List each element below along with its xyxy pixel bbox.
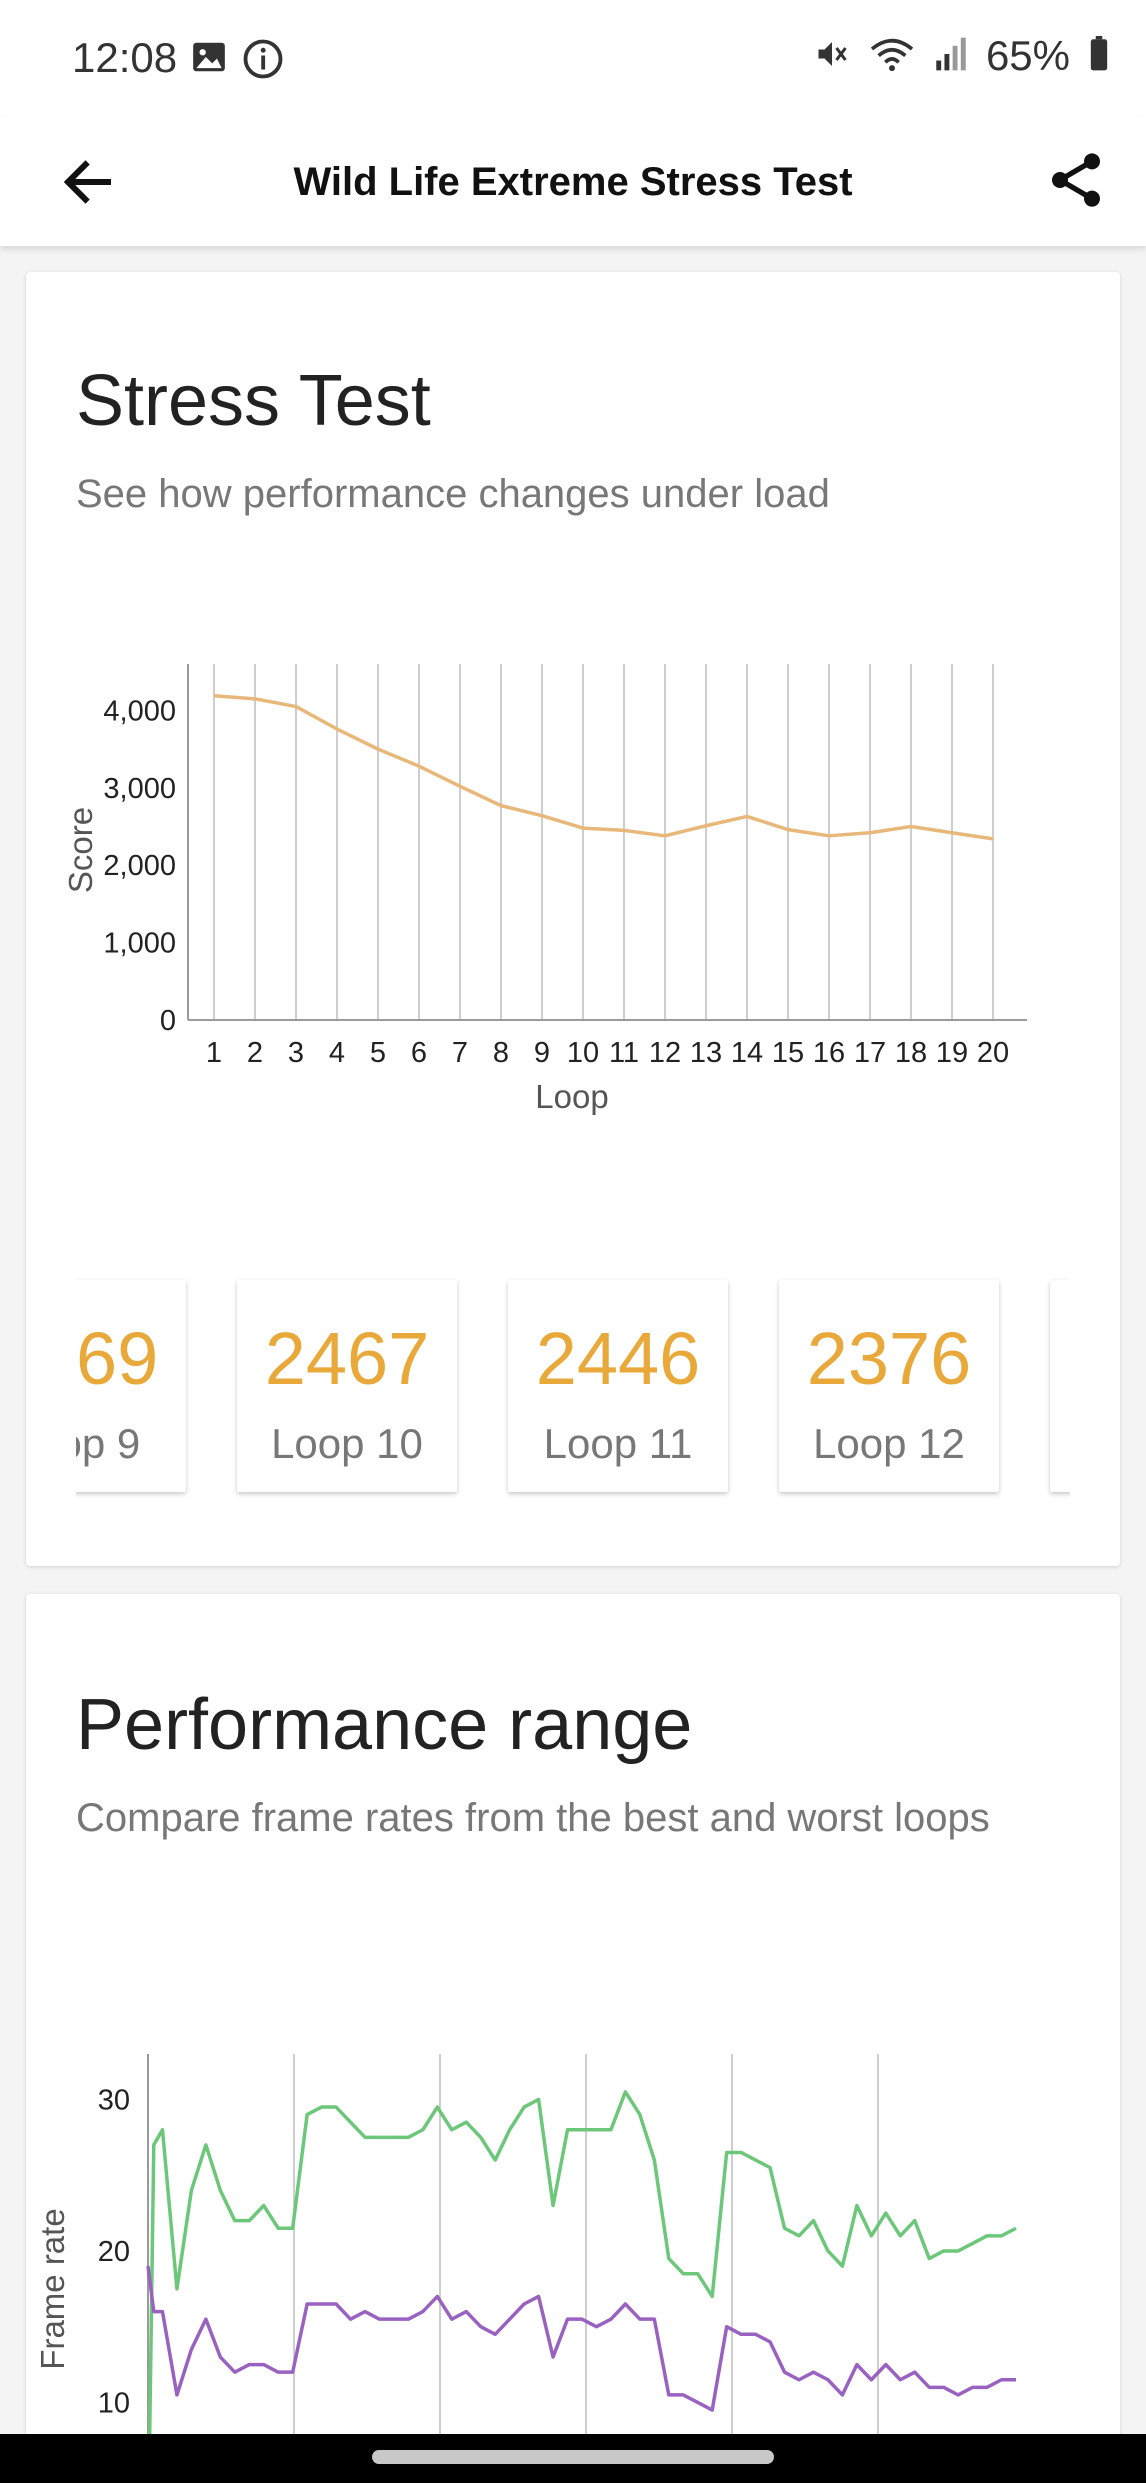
stress-test-card: Stress Test See how performance changes … <box>26 272 1120 1566</box>
arrow-left-icon <box>63 160 111 204</box>
frame-rate-chart-y-axis-label: Frame rate <box>34 2208 71 2369</box>
score-chart-x-tick-label: 15 <box>772 1037 804 1069</box>
score-chart-y-axis-label: Score <box>62 807 99 893</box>
share-button[interactable] <box>1036 140 1116 220</box>
score-chart-x-tick-label: 17 <box>854 1037 886 1069</box>
loop-tile[interactable]: 2569 Loop 9 <box>76 1280 186 1492</box>
loop-tile-score: 2493 <box>1050 1316 1070 1401</box>
performance-range-title: Performance range <box>76 1685 693 1765</box>
loop-tile[interactable]: 2467 Loop 10 <box>237 1280 457 1492</box>
score-chart-x-tick-label: 6 <box>411 1037 427 1069</box>
stress-test-title: Stress Test <box>76 361 431 441</box>
status-time: 12:08 <box>72 34 178 81</box>
frame-rate-chart: 10 20 30 Frame rate <box>34 2054 1017 2483</box>
loop-tile[interactable]: 2446 Loop 11 <box>508 1280 728 1492</box>
score-chart-x-tick-label: 19 <box>936 1037 968 1069</box>
frame-rate-chart-y-tick-label: 30 <box>98 2084 130 2116</box>
home-handle[interactable] <box>372 2450 774 2464</box>
wifi-icon <box>868 34 916 79</box>
score-chart-x-tick-label: 1 <box>206 1037 222 1069</box>
score-chart-x-tick-label: 8 <box>493 1037 509 1069</box>
image-icon <box>190 38 228 85</box>
frame-rate-chart-y-tick-label: 10 <box>98 2387 130 2419</box>
mute-icon <box>814 35 850 78</box>
loop-tile-score: 2376 <box>806 1317 972 1400</box>
score-chart-x-tick-label: 10 <box>567 1037 599 1069</box>
score-chart-x-tick-label: 7 <box>452 1037 468 1069</box>
loop-tile-label: Loop 11 <box>543 1420 693 1467</box>
info-icon <box>242 38 284 85</box>
loop-tile-label: Loop 9 <box>76 1420 141 1467</box>
loop-tile-label: Loop 12 <box>813 1420 965 1467</box>
battery-icon <box>1088 35 1110 77</box>
score-chart-x-tick-label: 13 <box>690 1037 722 1069</box>
status-bar: 12:08 65% <box>0 0 1146 118</box>
score-chart-x-tick-label: 11 <box>609 1037 639 1069</box>
frame-rate-chart-y-tick-label: 20 <box>98 2236 130 2268</box>
score-series-line <box>213 693 994 841</box>
signal-icon <box>934 36 968 77</box>
score-chart-x-tick-label: 2 <box>247 1037 263 1069</box>
loop-tile-label: Loop 13 <box>1050 1420 1070 1468</box>
score-chart-x-tick-label: 5 <box>370 1037 386 1069</box>
score-chart-x-tick-label: 16 <box>813 1037 845 1069</box>
loop-tile-score: 2446 <box>535 1317 701 1400</box>
loop-tile-score: 2467 <box>264 1317 430 1400</box>
gesture-nav-bar <box>0 2434 1146 2483</box>
score-chart-y-tick-label: 0 <box>160 1005 176 1037</box>
worst-loop-series-line <box>146 2265 1016 2412</box>
status-icons-right: 65% <box>814 32 1110 80</box>
status-icons-left <box>190 38 284 85</box>
score-chart-y-tick-label: 3,000 <box>103 773 176 805</box>
score-chart-x-tick-label: 3 <box>288 1037 304 1069</box>
score-chart-x-axis-label: Loop <box>535 1078 608 1115</box>
score-chart-x-tick-label: 4 <box>329 1037 345 1069</box>
score-chart-x-tick-label: 18 <box>895 1037 927 1069</box>
loop-tile-label: Loop 10 <box>271 1420 423 1467</box>
score-chart-x-tick-label: 9 <box>534 1037 550 1069</box>
best-loop-series-line <box>147 2090 1017 2483</box>
performance-range-card: Performance range Compare frame rates fr… <box>26 1594 1120 2483</box>
loop-tile[interactable]: 2493 Loop 13 <box>1050 1280 1070 1492</box>
score-chart-y-tick-label: 2,000 <box>103 850 176 882</box>
score-chart-x-tick-label: 20 <box>977 1037 1009 1069</box>
page-title: Wild Life Extreme Stress Test <box>293 160 853 204</box>
app-bar: Wild Life Extreme Stress Test <box>0 118 1146 246</box>
performance-range-subtitle: Compare frame rates from the best and wo… <box>76 1796 990 1840</box>
stress-test-subtitle: See how performance changes under load <box>76 472 830 516</box>
back-button[interactable] <box>48 142 128 222</box>
loop-tile-score: 2569 <box>76 1317 159 1400</box>
score-chart-y-tick-label: 1,000 <box>103 928 176 960</box>
share-icon <box>1052 153 1100 207</box>
loop-tile[interactable]: 2376 Loop 12 <box>779 1280 999 1492</box>
score-chart-x-tick-label: 12 <box>649 1037 681 1069</box>
score-chart-y-tick-label: 4,000 <box>103 695 176 727</box>
score-chart-x-tick-label: 14 <box>731 1037 763 1069</box>
battery-percentage: 65% <box>985 32 1070 79</box>
loop-tiles-carousel[interactable]: 2569 Loop 9 2467 Loop 10 2446 Loop 11 2376 Loop… <box>76 1276 1070 1506</box>
